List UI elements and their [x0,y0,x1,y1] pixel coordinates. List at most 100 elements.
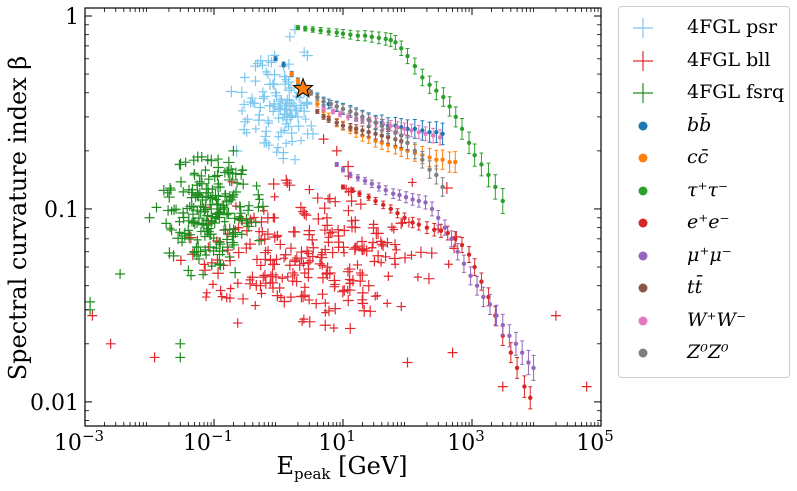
point-μ⁺μ⁻ [362,178,368,183]
point-4fgl-bll [324,233,333,242]
point-4fgl-psr [250,76,261,87]
point-4fgl-bll [299,208,310,220]
legend-dot-icon [638,316,648,325]
point-4fgl-bll [390,260,400,269]
point-μ⁺μ⁻ [340,167,346,172]
point-4fgl-fsrq [183,184,195,195]
point-e⁺e⁻ [466,252,472,257]
point-4fgl-bll [300,282,310,292]
point-4fgl-bll [303,258,313,267]
point-4fgl-bll [288,276,298,286]
point-4fgl-bll [337,241,350,253]
point-4fgl-bll [314,258,326,270]
point-4fgl-bll [497,381,508,392]
point-4fgl-bll [329,196,341,207]
point-4fgl-psr [240,116,250,127]
point-4fgl-psr [277,98,287,108]
point-4fgl-fsrq [144,212,155,223]
point-4fgl-bll [175,255,186,266]
point-4fgl-fsrq [200,245,211,255]
point-4fgl-fsrq [213,258,225,270]
point-4fgl-fsrq [237,230,247,239]
point-4fgl-fsrq [175,228,184,237]
point-τ⁺τ⁻ [472,152,477,158]
point-4fgl-bll [383,271,393,281]
point-τ⁺τ⁻ [479,162,484,167]
point-4fgl-bll [304,249,313,258]
point-τ⁺τ⁻ [318,28,323,33]
point-τ⁺τ⁻ [303,26,308,31]
point-4fgl-psr [264,100,276,111]
point-4fgl-bll [331,145,342,156]
point-4fgl-fsrq [221,189,230,198]
point-4fgl-bll [423,273,435,285]
legend-dot-mark [638,283,648,293]
point-4fgl-bll [357,245,368,256]
legend-dot-icon [638,251,648,260]
x-tick-label: 103 [447,427,485,456]
point-4fgl-bll [241,225,253,237]
point-4fgl-bll [304,184,315,195]
point-τ⁺τ⁻ [355,33,361,38]
point-4fgl-fsrq [223,156,235,169]
point-4fgl-fsrq [242,204,254,216]
point-4fgl-fsrq [224,252,235,262]
point-e⁺e⁻ [350,188,355,193]
point-4fgl-bll [357,236,368,247]
point-4fgl-psr [272,147,282,157]
point-4fgl-psr [275,96,285,106]
point-4fgl-bll [311,298,322,309]
point-4fgl-bll [356,269,369,281]
point-4fgl-fsrq [151,202,162,213]
point-4fgl-bll [370,227,383,240]
point-4fgl-bll [208,279,218,289]
point-4fgl-fsrq [219,202,229,212]
legend-item: cc̄ [619,143,789,173]
point-4fgl-fsrq [214,237,224,247]
point-μ⁺μ⁻ [390,191,396,196]
legend-dot-icon [638,153,648,163]
point-4fgl-fsrq [193,235,202,245]
point-4fgl-psr [282,76,295,88]
point-4fgl-bll [447,347,458,358]
point-4fgl-fsrq [228,189,239,200]
legend-label: cc̄ [687,146,709,168]
point-4fgl-psr [297,136,306,145]
point-4fgl-bll [212,267,224,280]
point-Z⁰Z⁰ [308,90,314,95]
point-4fgl-bll [347,275,359,287]
point-W⁺W⁻ [423,131,428,137]
point-τ⁺τ⁻ [295,25,301,30]
point-μ⁺μ⁻ [474,283,480,288]
point-μ⁺μ⁻ [416,198,422,204]
legend-dot-mark [638,251,648,260]
series-4fgl-fsrq [85,145,269,363]
point-4fgl-psr [239,72,250,83]
point-Z⁰Z⁰ [340,106,346,112]
point-4fgl-fsrq [171,204,181,214]
point-4fgl-bll [319,224,331,236]
point-4fgl-bll [392,245,401,255]
point-4fgl-fsrq [209,189,222,202]
point-4fgl-bll [402,357,413,368]
point-4fgl-bll [299,314,309,324]
point-4fgl-bll [373,291,382,300]
point-4fgl-bll [342,266,354,277]
point-4fgl-fsrq [253,202,264,213]
point-4fgl-fsrq [219,225,229,235]
plot-frame [84,7,602,427]
point-4fgl-bll [383,299,392,308]
point-4fgl-bll [302,246,313,257]
point-4fgl-fsrq [187,208,199,220]
point-e⁺e⁻ [528,395,533,401]
point-Z⁰Z⁰ [385,126,391,132]
legend-plus-icon [633,18,653,38]
point-4fgl-psr [285,127,298,139]
point-4fgl-fsrq [209,233,219,243]
point-4fgl-fsrq [212,162,224,173]
point-4fgl-bll [329,323,339,333]
point-4fgl-bll [323,194,333,203]
legend-dot-icon [638,121,648,130]
point-4fgl-psr [225,85,238,98]
legend-label: e⁺e⁻ [687,211,730,233]
